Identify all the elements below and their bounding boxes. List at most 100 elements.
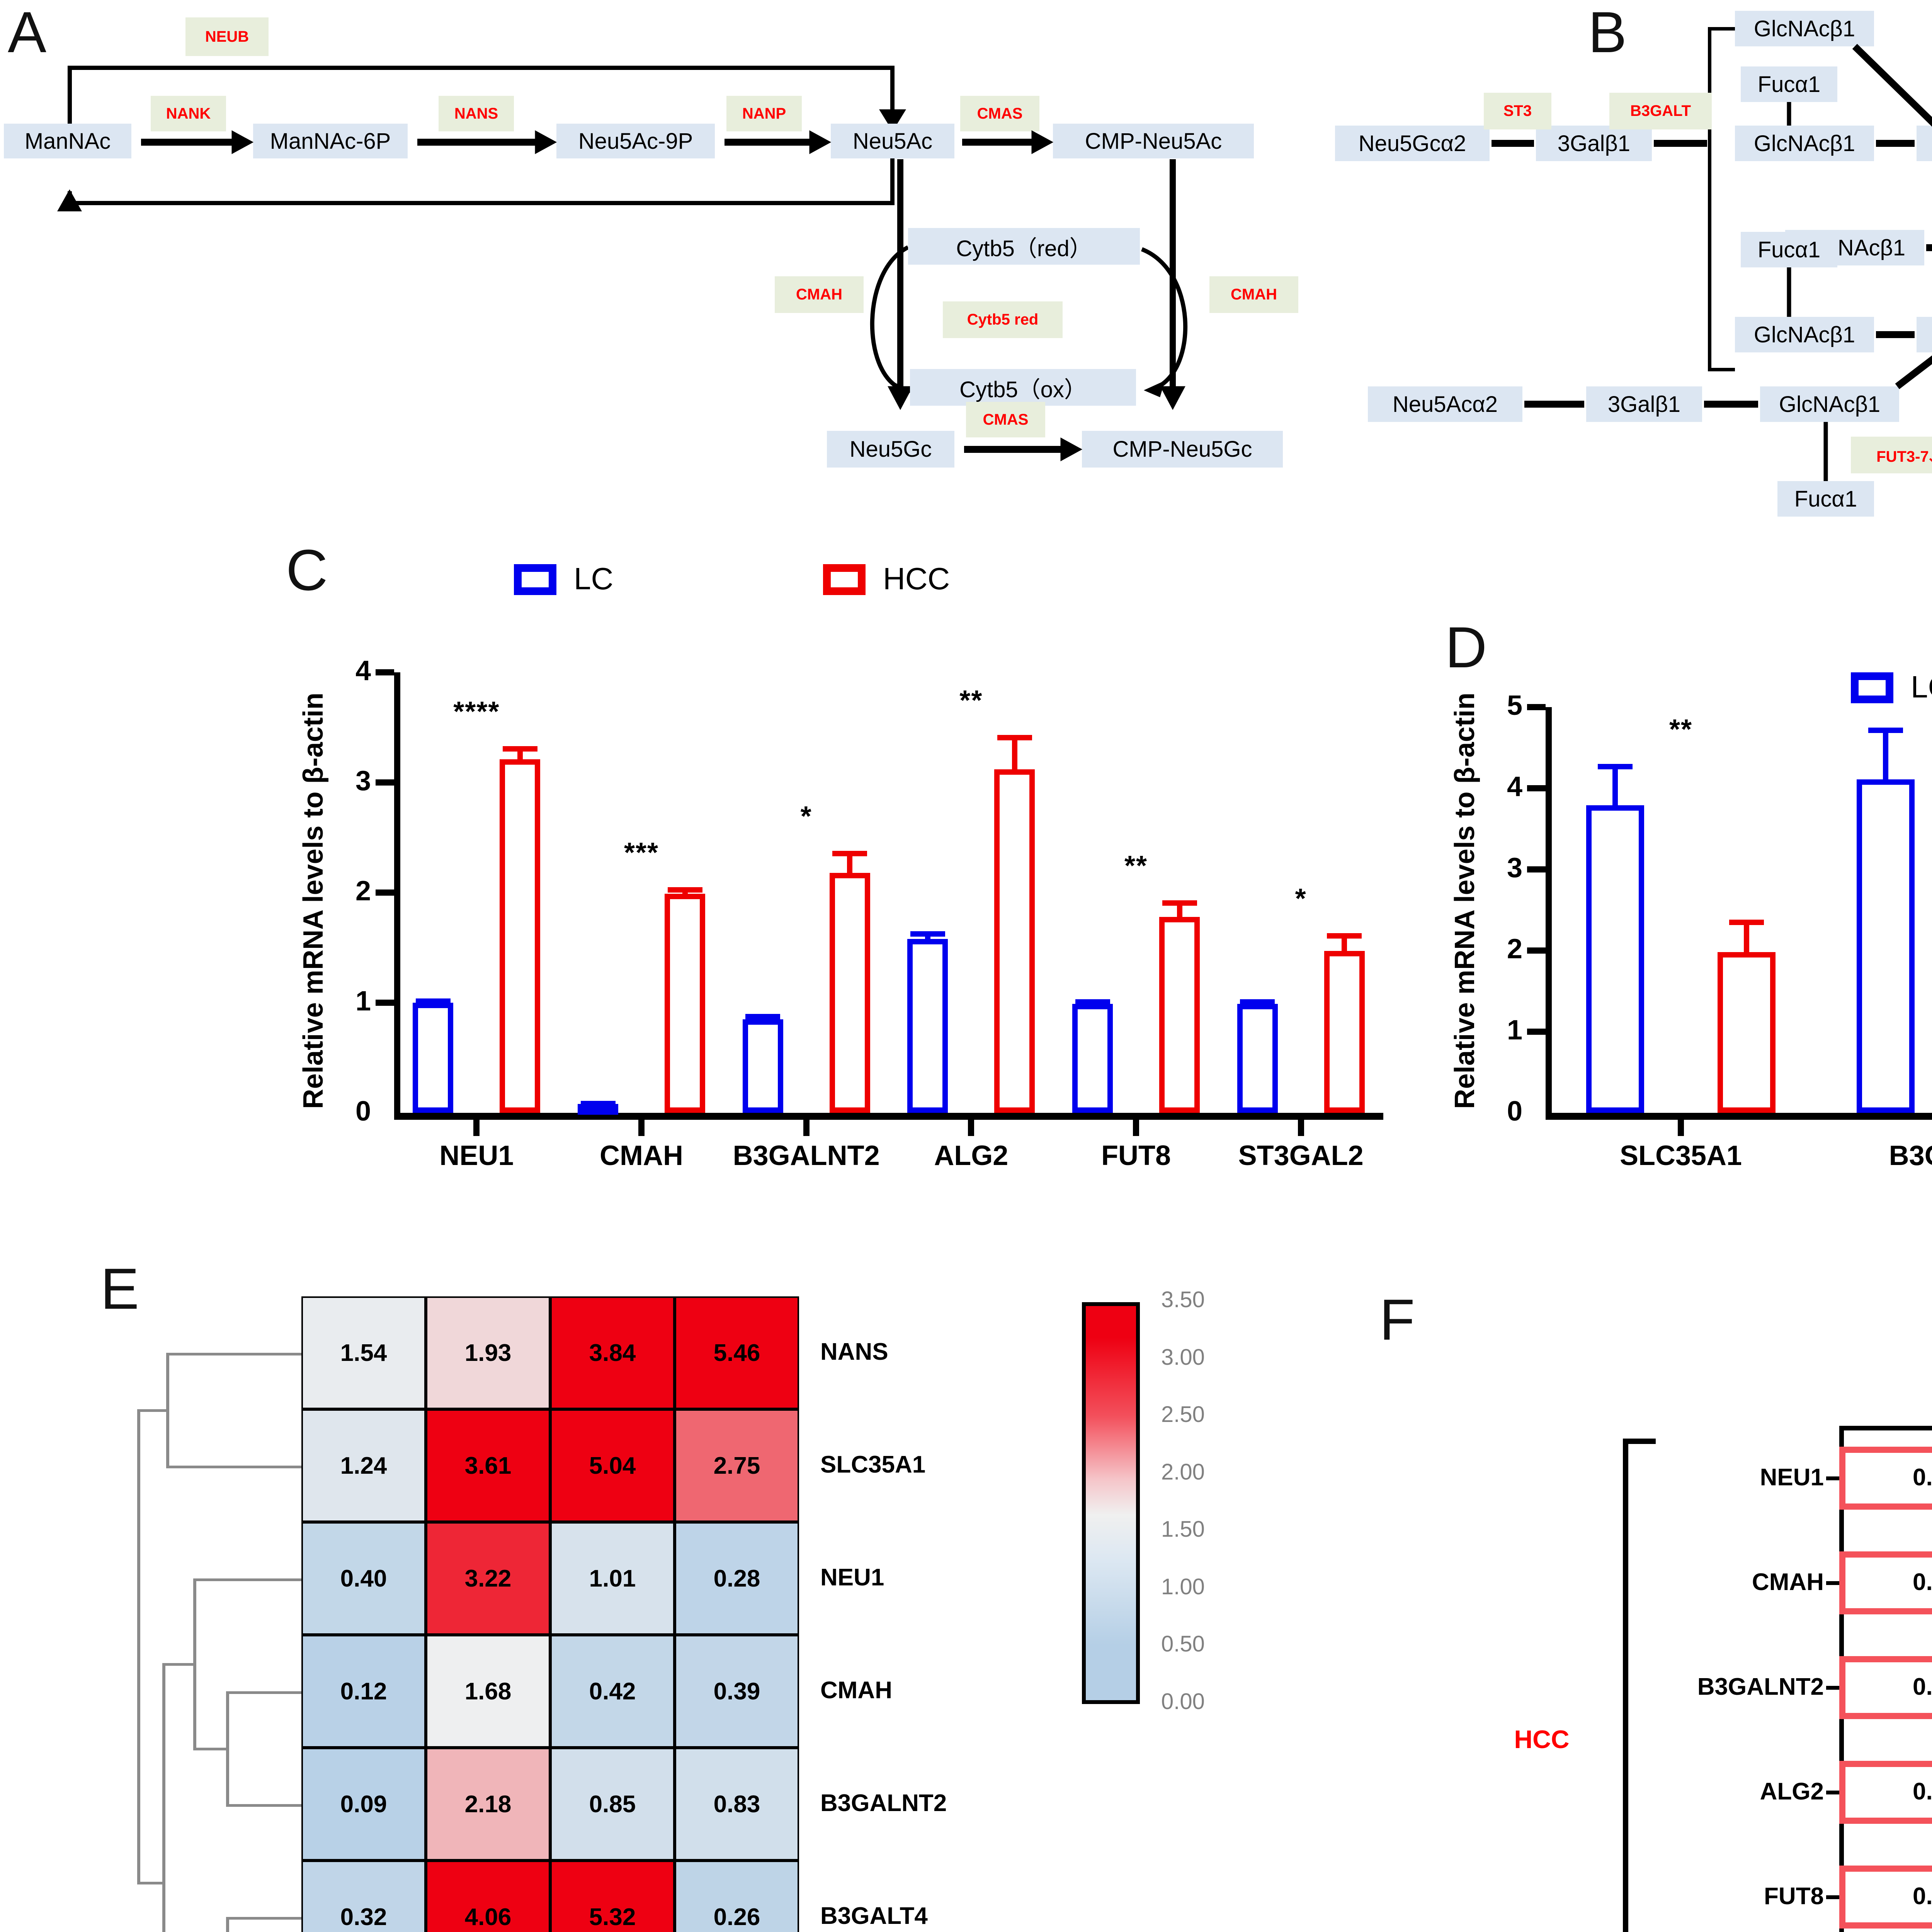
errorbar-cap-FUT8-HCC bbox=[1162, 900, 1197, 906]
heatmap-row-label-B3GALT4: B3GALT4 bbox=[820, 1903, 928, 1929]
dendro-line bbox=[166, 1353, 169, 1466]
neub-arrow-left-stem bbox=[68, 66, 72, 149]
heatmap-cell: 0.85 bbox=[550, 1748, 675, 1861]
legend-label-lc: LC bbox=[574, 561, 614, 596]
node-cmpneu5gc: CMP-Neu5Gc bbox=[1082, 431, 1283, 468]
node-3galb1-top: 3Galβ1 bbox=[1536, 126, 1652, 161]
colorbar-tick-label-0: 3.50 bbox=[1161, 1287, 1205, 1312]
y-tick bbox=[1527, 866, 1546, 872]
branch-bracket-stem bbox=[1708, 27, 1711, 371]
bar-CMAH-HCC bbox=[665, 893, 705, 1113]
y-tick bbox=[1527, 704, 1546, 710]
enzyme-b3galt: B3GALT bbox=[1609, 93, 1712, 129]
heatmap-cell: 3.84 bbox=[550, 1296, 675, 1409]
auc-value-B3GALNT2: 0.7370 bbox=[1913, 1673, 1932, 1700]
colorbar-tick-label-6: 0.50 bbox=[1161, 1631, 1205, 1657]
y-tick-label: 3 bbox=[355, 765, 371, 796]
group-bracket-stem-HCC bbox=[1623, 1438, 1628, 1932]
heatmap-cell: 0.28 bbox=[675, 1522, 799, 1635]
errorbar-cap-ALG2-LC bbox=[910, 931, 945, 937]
y-tick bbox=[376, 779, 394, 786]
heatmap-cell: 0.83 bbox=[675, 1748, 799, 1861]
y-tick bbox=[1527, 947, 1546, 954]
colorbar-tick-label-4: 1.50 bbox=[1161, 1517, 1205, 1542]
auc-category-tick-CMAH bbox=[1826, 1581, 1839, 1585]
heatmap-colorbar bbox=[1082, 1302, 1140, 1704]
errorbar-stem-SLC35A1-LC bbox=[1612, 764, 1618, 806]
errorbar-cap-B3GALNT2-HCC bbox=[832, 850, 867, 856]
x-tick-label-FUT8: FUT8 bbox=[1101, 1140, 1171, 1171]
heatmap-cell: 3.22 bbox=[426, 1522, 550, 1635]
node-fuca1-top: Fucα1 bbox=[1741, 66, 1837, 102]
heatmap-cell: 1.93 bbox=[426, 1296, 550, 1409]
errorbar-stem-ALG2-HCC bbox=[1012, 735, 1017, 769]
node-mannac6p: ManNAc-6P bbox=[253, 124, 408, 158]
errorbar-cap-ALG2-HCC bbox=[997, 735, 1032, 741]
x-tick-NEU1 bbox=[473, 1120, 480, 1136]
heatmap-cell: 5.04 bbox=[550, 1409, 675, 1522]
group-bracket-top-HCC bbox=[1623, 1438, 1656, 1444]
x-tick-label-ST3GAL2: ST3GAL2 bbox=[1238, 1140, 1364, 1171]
significance-CMAH: *** bbox=[624, 837, 659, 868]
panel-b-letter: B bbox=[1588, 0, 1627, 65]
heatmap-cell: 0.42 bbox=[550, 1635, 675, 1748]
y-tick-label: 4 bbox=[355, 655, 371, 686]
legend-swatch-lc bbox=[514, 564, 556, 595]
errorbar-cap-SLC35A1-HCC bbox=[1729, 920, 1764, 925]
node-cmpneu5ac: CMP-Neu5Ac bbox=[1053, 124, 1254, 158]
y-tick-label: 3 bbox=[1507, 852, 1522, 883]
auc-value-FUT8: 0.7601 bbox=[1913, 1883, 1932, 1910]
errorbar-cap-CMAH-HCC bbox=[667, 887, 702, 893]
x-axis bbox=[1546, 1113, 1932, 1120]
significance-B3GALNT2: * bbox=[800, 801, 812, 832]
y-tick-label: 4 bbox=[1507, 771, 1522, 802]
auc-bar-NEU1 bbox=[1839, 1447, 1932, 1510]
lower-feedback-right-stem bbox=[890, 155, 895, 203]
x-tick-CMAH bbox=[638, 1120, 645, 1136]
dendro-line bbox=[226, 1804, 301, 1807]
dendro-line bbox=[226, 1917, 301, 1920]
auc-category-label-NEU1: NEU1 bbox=[1760, 1464, 1824, 1491]
y-tick bbox=[1527, 1029, 1546, 1035]
dendro-line bbox=[193, 1748, 226, 1750]
auc-category-tick-FUT8 bbox=[1826, 1895, 1839, 1899]
auc-value-CMAH: 0.7833 bbox=[1913, 1568, 1932, 1595]
dendro-line bbox=[166, 1466, 301, 1468]
x-tick-B3GALNT2 bbox=[803, 1120, 810, 1136]
branch-bracket-bot bbox=[1708, 368, 1735, 371]
panel-a-chain-arrows bbox=[141, 130, 1054, 154]
node-cytb5-ox: Cytb5（ox） bbox=[910, 369, 1136, 406]
bar-ST3GAL2-HCC bbox=[1324, 951, 1365, 1113]
legend-label-hcc: HCC bbox=[883, 561, 950, 596]
bar-SLC35A1-LC bbox=[1586, 805, 1644, 1113]
group-label-HCC: HCC bbox=[1514, 1725, 1570, 1753]
heatmap-cell: 5.32 bbox=[550, 1861, 675, 1932]
neub-arrow-right-stem bbox=[890, 66, 895, 112]
bar-NEU1-HCC bbox=[500, 759, 541, 1113]
panel-a-cmah-arrows bbox=[870, 159, 1188, 410]
y-tick bbox=[376, 889, 394, 896]
colorbar-tick-label-5: 1.00 bbox=[1161, 1574, 1205, 1599]
auc-category-label-CMAH: CMAH bbox=[1752, 1568, 1824, 1595]
heatmap-cell: 0.40 bbox=[301, 1522, 426, 1635]
enzyme-st3: ST3 bbox=[1484, 93, 1551, 129]
enzyme-cmas-1: CMAS bbox=[960, 96, 1039, 131]
dendro-line bbox=[162, 1663, 165, 1932]
x-tick-label-NEU1: NEU1 bbox=[439, 1140, 514, 1171]
y-tick-label: 1 bbox=[355, 986, 371, 1017]
heatmap-cell: 4.06 bbox=[426, 1861, 550, 1932]
enzyme-cmah-left: CMAH bbox=[775, 276, 864, 313]
panel-a-letter: A bbox=[8, 0, 47, 65]
bar-FUT8-HCC bbox=[1159, 917, 1200, 1113]
dendro-line bbox=[137, 1881, 162, 1884]
node-glcnacb1-up: GlcNAcβ1 bbox=[1735, 126, 1874, 161]
y-axis bbox=[1546, 707, 1552, 1116]
y-tick-label: 0 bbox=[355, 1096, 371, 1127]
errorbar-cap-NEU1-HCC bbox=[502, 746, 537, 752]
significance-B3GALT4: ** bbox=[1897, 677, 1932, 709]
heatmap-row-label-NANS: NANS bbox=[820, 1338, 888, 1365]
x-tick-label-B3GALNT2: B3GALNT2 bbox=[733, 1140, 880, 1171]
errorbar-cap-B3GALNT2-LC bbox=[745, 1014, 781, 1019]
errorbar-cap-CMAH-LC bbox=[580, 1100, 616, 1106]
enzyme-cytb5-red: Cytb5 red bbox=[943, 301, 1063, 338]
